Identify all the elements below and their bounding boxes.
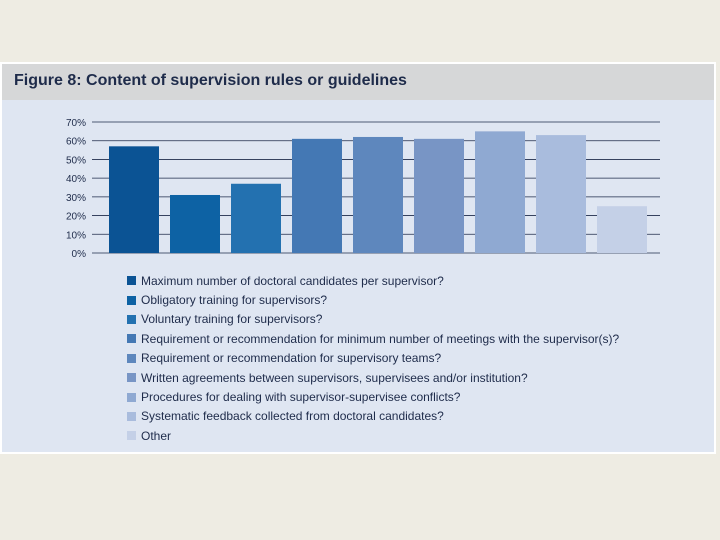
legend-swatch <box>127 334 136 344</box>
y-tick-label: 20% <box>66 212 86 223</box>
legend-swatch <box>127 314 136 324</box>
bar <box>109 146 159 253</box>
legend-label: Requirement or recommendation for superv… <box>141 351 442 366</box>
y-tick-label: 30% <box>66 193 86 204</box>
bar-chart: 70% 60% 50% 40% 30% 20% 10% 0% <box>66 118 660 260</box>
bar <box>536 135 586 253</box>
bar <box>170 194 220 253</box>
y-tick-label: 50% <box>66 155 86 166</box>
bar <box>353 136 403 253</box>
legend-swatch <box>127 295 136 305</box>
figure-panel: Figure 8: Content of supervision rules o… <box>0 62 716 454</box>
legend-item: Requirement or recommendation for minimu… <box>127 329 619 348</box>
legend-swatch <box>127 392 136 402</box>
legend-label: Obligatory training for supervisors? <box>141 293 328 308</box>
legend-item: Other <box>127 426 619 445</box>
y-tick-label: 60% <box>66 137 86 148</box>
legend-label: Voluntary training for supervisors? <box>141 312 323 327</box>
legend: Maximum number of doctoral candidates pe… <box>127 271 619 446</box>
legend-label: Requirement or recommendation for minimu… <box>141 331 620 346</box>
legend-swatch <box>127 431 136 441</box>
bar <box>414 138 464 253</box>
legend-item: Requirement or recommendation for superv… <box>127 349 619 368</box>
legend-item: Obligatory training for supervisors? <box>127 290 619 309</box>
legend-label: Procedures for dealing with supervisor-s… <box>141 390 461 405</box>
legend-label: Other <box>141 428 172 443</box>
bar <box>475 131 525 253</box>
bar <box>231 183 281 253</box>
legend-swatch <box>127 373 136 383</box>
legend-item: Written agreements between supervisors, … <box>127 368 619 387</box>
legend-item: Systematic feedback collected from docto… <box>127 407 619 426</box>
legend-item: Voluntary training for supervisors? <box>127 310 619 329</box>
y-tick-label: 40% <box>66 174 86 185</box>
bar <box>292 138 342 253</box>
legend-label: Maximum number of doctoral candidates pe… <box>141 273 444 288</box>
legend-item: Maximum number of doctoral candidates pe… <box>127 271 619 290</box>
y-tick-label: 0% <box>72 249 87 260</box>
title-bar: Figure 8: Content of supervision rules o… <box>2 64 714 100</box>
y-tick-label: 70% <box>66 118 86 129</box>
legend-label: Systematic feedback collected from docto… <box>141 409 444 424</box>
legend-item: Procedures for dealing with supervisor-s… <box>127 387 619 406</box>
legend-swatch <box>127 276 136 286</box>
legend-swatch <box>127 411 136 421</box>
bar <box>597 206 647 253</box>
legend-swatch <box>127 353 136 363</box>
figure-title: Figure 8: Content of supervision rules o… <box>14 72 407 89</box>
y-tick-label: 10% <box>66 230 86 241</box>
legend-label: Written agreements between supervisors, … <box>141 370 528 385</box>
